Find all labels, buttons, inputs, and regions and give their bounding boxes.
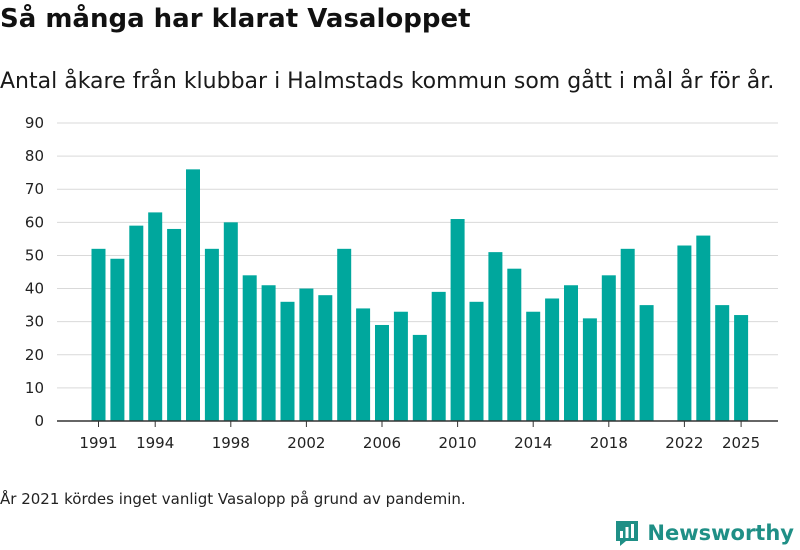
x-tick-label: 1998 <box>212 434 250 452</box>
x-tick-label: 2014 <box>514 434 552 452</box>
y-tick-label: 10 <box>25 379 44 397</box>
page-subtitle: Antal åkare från klubbar i Halmstads kom… <box>0 69 775 94</box>
x-tick-label: 2006 <box>363 434 401 452</box>
bar-1997 <box>204 248 219 421</box>
x-tick-label: 2025 <box>722 434 760 452</box>
bar-chart-logo-icon <box>616 521 639 546</box>
bar-2000 <box>261 285 276 421</box>
y-tick-label: 40 <box>25 280 44 298</box>
y-tick-label: 60 <box>25 213 44 231</box>
bar-chart: 0 10 20 30 40 50 60 70 80 90 1991 1994 1998 2002 2006… <box>25 114 778 452</box>
bar-1994 <box>148 212 163 421</box>
bar-2020 <box>639 305 654 421</box>
bar-1998 <box>223 222 238 421</box>
bar-2001 <box>280 301 295 421</box>
x-axis-ticks: 1991 1994 1998 2002 2006 2010 2014 2018 2022 2025 <box>79 421 760 452</box>
bar-2011 <box>469 301 484 421</box>
bar-2018 <box>601 275 616 421</box>
bar-2022 <box>677 245 692 421</box>
bar-2025 <box>734 315 749 421</box>
x-tick-label: 1991 <box>79 434 117 452</box>
y-tick-label: 30 <box>25 313 44 331</box>
bar-2023 <box>696 235 711 421</box>
y-tick-label: 90 <box>25 114 44 132</box>
y-axis-ticks: 0 10 20 30 40 50 60 70 80 90 <box>25 114 44 430</box>
bar-2009 <box>431 291 446 421</box>
bar-2014 <box>526 311 541 421</box>
bar-2007 <box>393 311 408 421</box>
x-tick-label: 2018 <box>590 434 628 452</box>
bars <box>91 169 749 421</box>
y-tick-label: 50 <box>25 246 44 264</box>
x-tick-label: 2010 <box>439 434 477 452</box>
x-tick-label: 2002 <box>287 434 325 452</box>
x-tick-label: 1994 <box>136 434 174 452</box>
bar-2012 <box>488 252 503 421</box>
bar-1992 <box>110 258 125 421</box>
footnote: År 2021 kördes inget vanligt Vasalopp på… <box>0 490 466 508</box>
bar-2024 <box>715 305 730 421</box>
bar-2010 <box>450 219 465 421</box>
x-tick-label: 2022 <box>665 434 703 452</box>
bar-2005 <box>356 308 371 421</box>
y-tick-label: 80 <box>25 147 44 165</box>
page-title: Så många har klarat Vasaloppet <box>0 4 471 34</box>
bar-2006 <box>375 324 389 421</box>
bar-2013 <box>507 268 522 421</box>
y-tick-label: 20 <box>25 346 44 364</box>
bar-1995 <box>167 228 182 421</box>
bar-2002 <box>299 288 314 421</box>
bar-1999 <box>242 275 257 421</box>
bar-2003 <box>318 295 333 421</box>
y-tick-label: 70 <box>25 180 44 198</box>
bar-1996 <box>186 169 200 421</box>
bar-2004 <box>337 248 352 421</box>
bar-2015 <box>545 298 560 421</box>
brand-logo[interactable]: Newsworthy <box>614 519 794 547</box>
bar-2016 <box>564 285 578 421</box>
bar-1993 <box>129 225 144 421</box>
y-tick-label: 0 <box>34 412 44 430</box>
bar-1991 <box>91 248 106 421</box>
bar-2019 <box>620 248 635 421</box>
bar-2017 <box>582 318 597 421</box>
bar-2008 <box>412 334 427 421</box>
brand-name: Newsworthy <box>647 521 794 545</box>
